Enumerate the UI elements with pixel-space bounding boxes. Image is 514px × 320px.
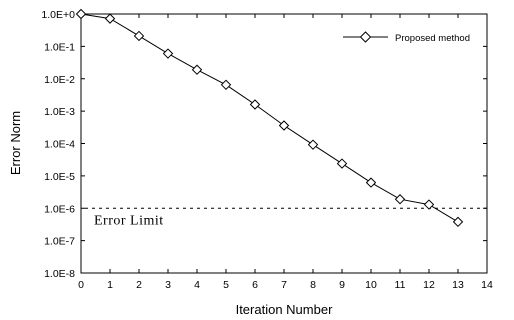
x-tick-label: 11: [395, 279, 406, 291]
y-axis-ticks: 1.0E-8 1.0E-7 1.0E-6 1.0E-5 1.0E-4 1.0E-3 1.0E…: [41, 9, 487, 280]
x-tick-label: 12: [423, 279, 435, 291]
x-tick-label: 2: [136, 279, 142, 291]
data-point-diamond: [133, 30, 145, 42]
y-tick-label: 1.0E-5: [44, 171, 75, 183]
data-point-diamond: [423, 199, 435, 210]
series-markers: [75, 8, 464, 228]
x-tick-label: 0: [78, 279, 84, 291]
x-tick-label: 4: [194, 279, 200, 291]
data-point-diamond: [249, 99, 261, 110]
y-tick-label: 1.0E+0: [41, 9, 75, 21]
x-tick-label: 13: [452, 279, 464, 291]
data-point-diamond: [220, 79, 232, 91]
data-point-diamond: [452, 216, 464, 228]
error-limit-label: Error Limit: [94, 213, 164, 228]
x-tick-label: 3: [165, 279, 171, 291]
x-tick-label: 8: [310, 279, 316, 291]
series-line-proposed-method: [80, 13, 459, 223]
x-axis-title: Iteration Number: [236, 302, 333, 317]
data-point-diamond: [365, 177, 377, 188]
x-tick-label: 9: [339, 279, 345, 291]
y-tick-label: 1.0E-7: [44, 236, 75, 248]
data-point-diamond: [104, 13, 116, 24]
x-tick-label: 10: [365, 279, 377, 291]
x-tick-label: 1: [107, 279, 113, 291]
legend: Proposed method: [343, 31, 470, 44]
y-tick-label: 1.0E-3: [44, 106, 75, 118]
data-point-diamond: [278, 120, 290, 131]
y-tick-label: 1.0E-4: [44, 139, 75, 151]
legend-diamond-marker: [359, 31, 372, 43]
data-point-diamond: [191, 64, 203, 75]
data-point-diamond: [336, 158, 348, 169]
x-axis-ticks: 0 1 2 3 4 5 6 7 8 9 10 11 12 13 14: [78, 14, 493, 291]
x-tick-label: 6: [252, 279, 258, 291]
legend-label: Proposed method: [395, 33, 470, 44]
data-point-diamond: [307, 139, 319, 150]
data-point-diamond: [162, 48, 174, 59]
y-tick-label: 1.0E-6: [44, 203, 75, 215]
y-tick-label: 1.0E-1: [44, 41, 75, 53]
data-point-diamond: [75, 8, 87, 20]
y-tick-label: 1.0E-2: [44, 74, 75, 86]
data-point-diamond: [394, 194, 406, 205]
x-tick-label: 5: [223, 279, 229, 291]
x-tick-label: 14: [481, 279, 493, 291]
y-axis-title: Error Norm: [8, 111, 23, 175]
x-tick-label: 7: [281, 279, 287, 291]
plot-frame: [80, 13, 488, 274]
y-tick-label: 1.0E-8: [44, 268, 75, 280]
